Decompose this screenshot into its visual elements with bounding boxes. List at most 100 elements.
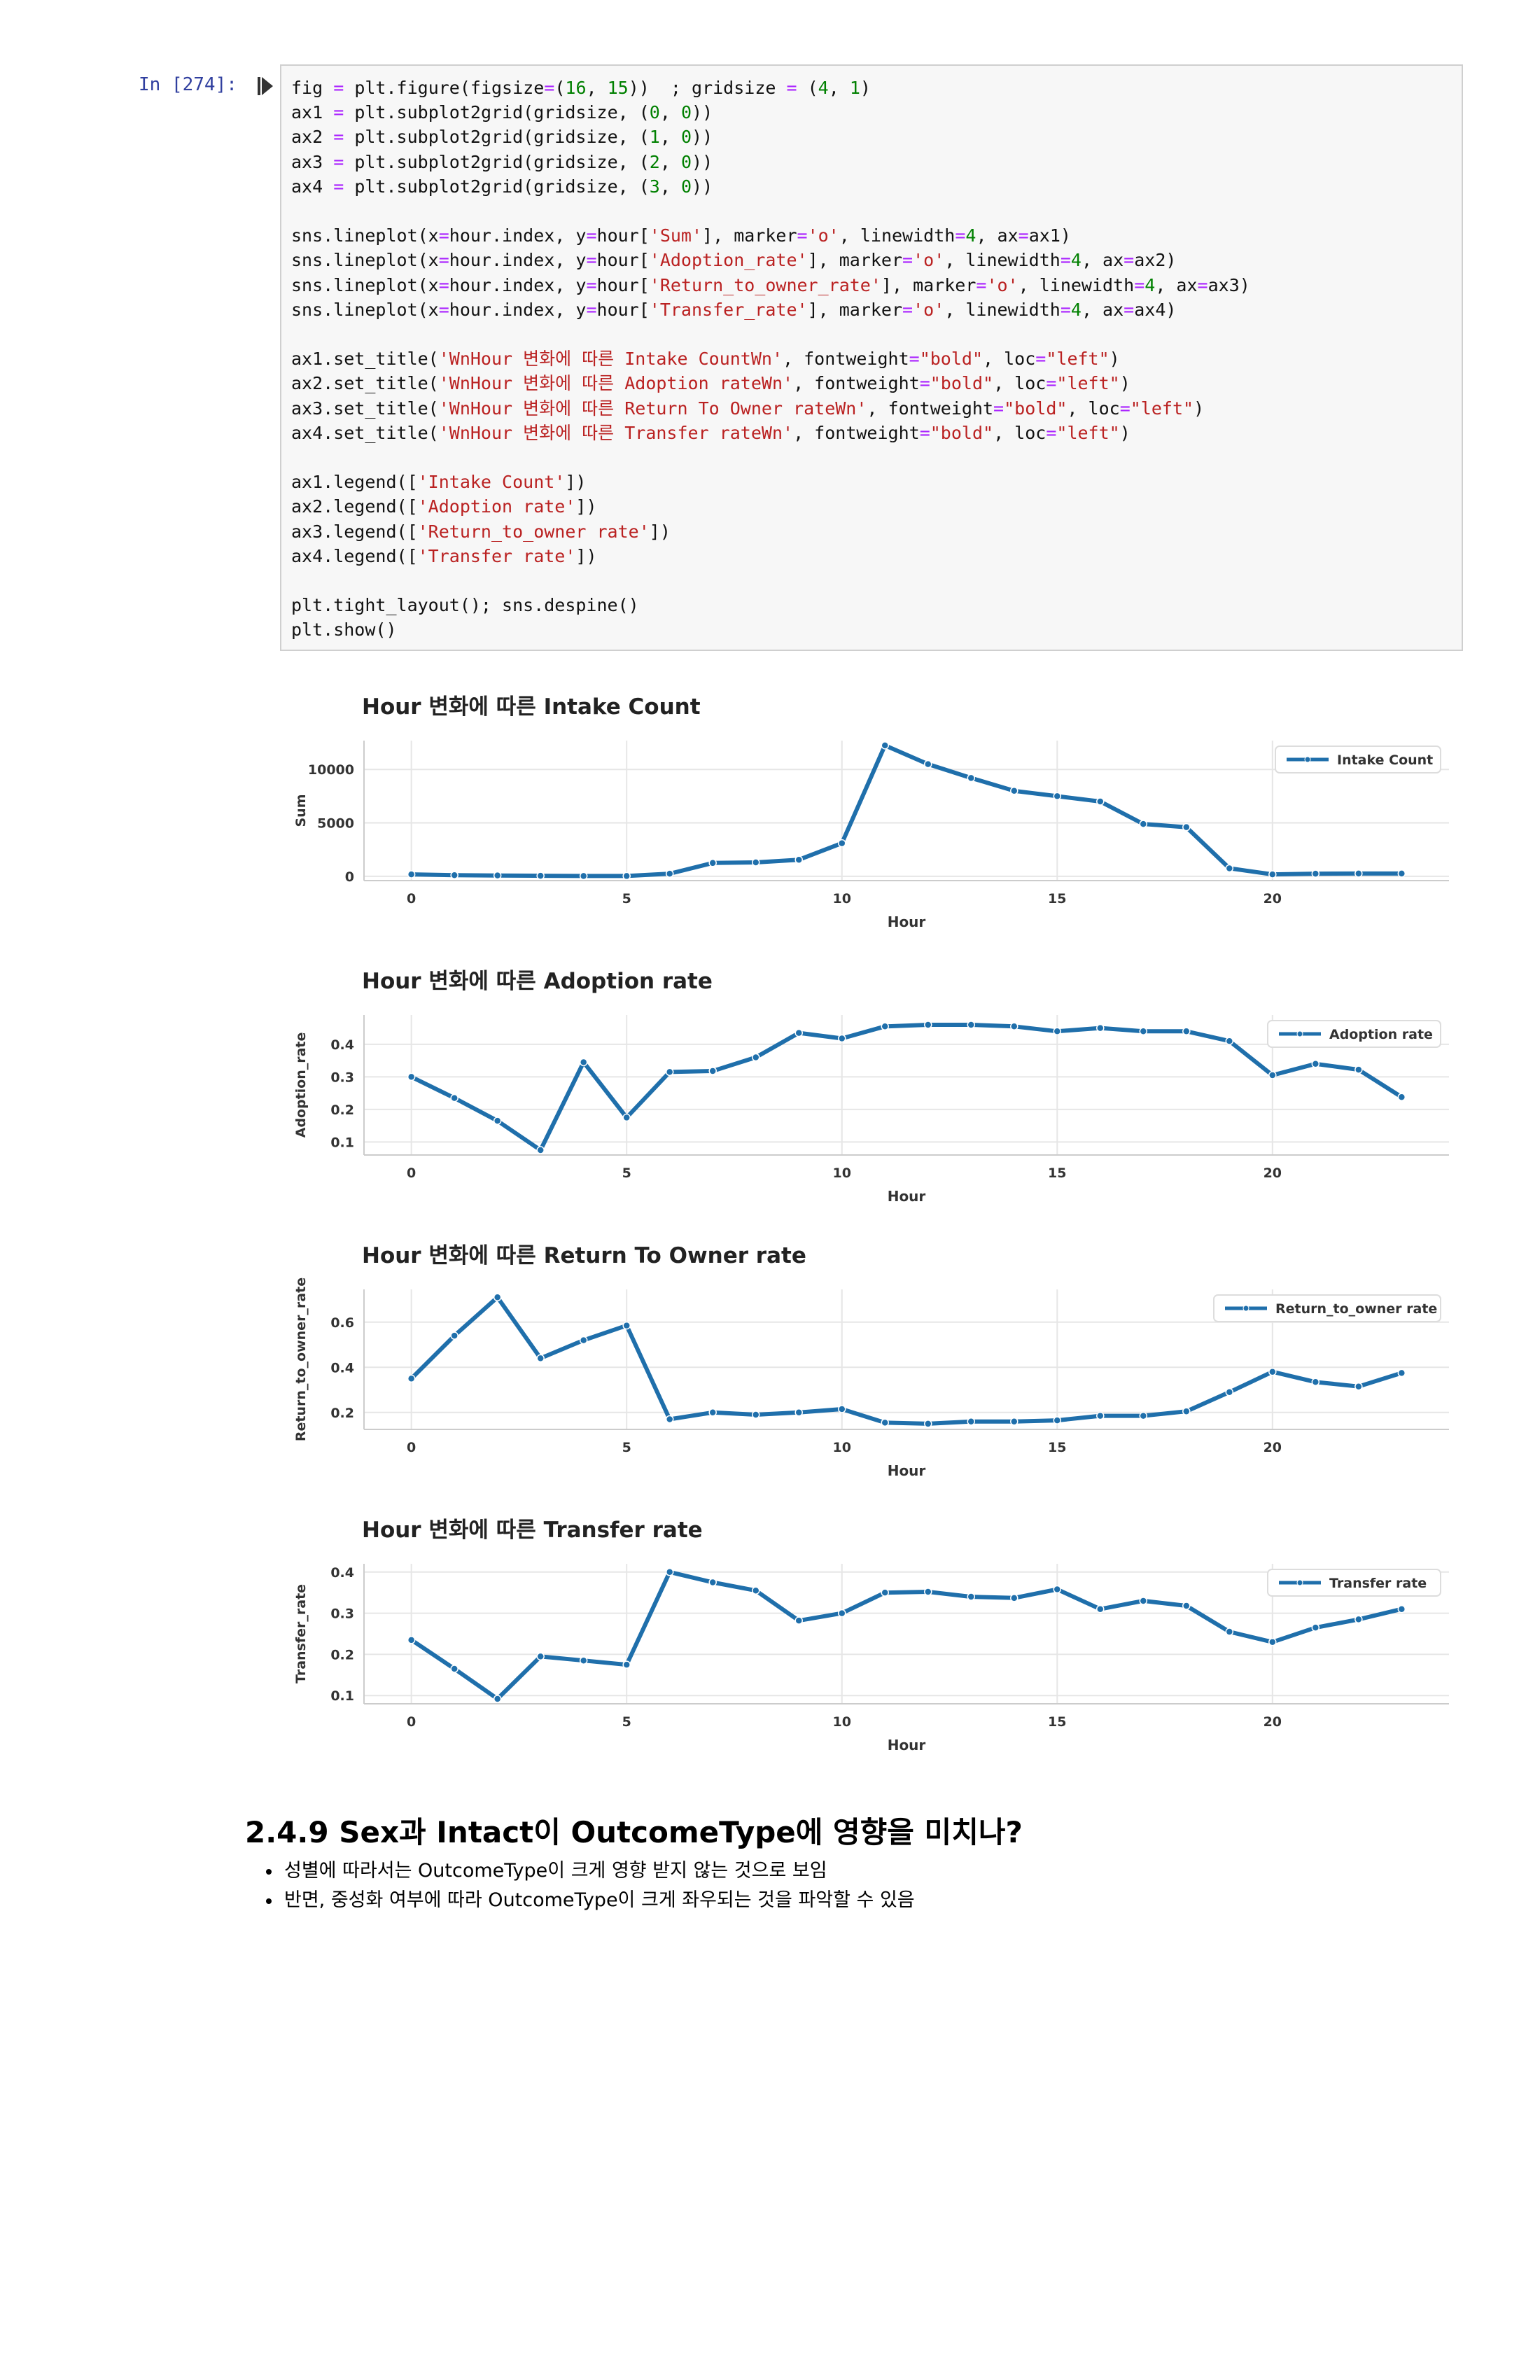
y-axis-label: Transfer_rate bbox=[293, 1584, 309, 1684]
code-token: = bbox=[993, 398, 1004, 419]
data-point bbox=[622, 1660, 631, 1669]
data-point bbox=[1225, 864, 1234, 873]
data-point bbox=[536, 1652, 545, 1661]
code-token: = bbox=[902, 250, 913, 271]
data-point bbox=[967, 1592, 976, 1601]
data-point bbox=[708, 1408, 717, 1417]
data-point bbox=[493, 1695, 502, 1703]
code-token: ax4.set_title( bbox=[291, 422, 439, 443]
code-token: hour[ bbox=[596, 274, 650, 295]
code-token: , bbox=[586, 78, 608, 98]
chart-title-adoption: Hour 변화에 따른 Adoption rate bbox=[362, 969, 713, 994]
code-token: = bbox=[902, 299, 913, 320]
code-token: ax4) bbox=[1134, 299, 1177, 320]
data-point bbox=[1139, 1411, 1148, 1420]
code-token: plt.figure(figsize bbox=[344, 78, 545, 98]
code-token: = bbox=[438, 250, 449, 271]
code-token: , ax bbox=[1081, 250, 1124, 271]
code-token: "bold" bbox=[919, 349, 983, 370]
code-token: , ax bbox=[976, 225, 1018, 246]
code-token: "left" bbox=[1046, 349, 1110, 370]
data-point bbox=[450, 1331, 458, 1340]
code-token: = bbox=[1060, 299, 1071, 320]
x-tick-label: 15 bbox=[1048, 891, 1066, 906]
legend-marker bbox=[1296, 1030, 1303, 1037]
y-tick-label: 0 bbox=[345, 869, 354, 885]
data-point bbox=[1268, 1367, 1277, 1376]
code-token: = bbox=[919, 422, 930, 443]
code-token: = bbox=[1197, 274, 1208, 295]
data-point bbox=[924, 1588, 932, 1596]
data-point bbox=[1182, 1602, 1191, 1610]
code-token: = bbox=[438, 274, 449, 295]
data-point bbox=[450, 871, 458, 879]
code-token: ax2.legend([ bbox=[291, 496, 418, 517]
code-text[interactable]: fig = plt.figure(figsize=(16, 15)) ; gri… bbox=[291, 76, 1250, 643]
intake-count-chart: 0 5 10 15 20 0 5000 10000 Hour Sum Intake Count bbox=[293, 741, 1449, 930]
code-token: , fontweight bbox=[867, 398, 994, 419]
code-token: hour[ bbox=[596, 250, 650, 271]
code-token: "left" bbox=[1056, 373, 1120, 394]
code-token: 'Transfer_rate' bbox=[649, 299, 808, 320]
code-token: plt.subplot2grid(gridsize, ( bbox=[344, 151, 650, 172]
code-token: , ax bbox=[1155, 274, 1198, 295]
code-token: = bbox=[1035, 349, 1046, 370]
data-point bbox=[1182, 822, 1191, 832]
run-cell-icon[interactable] bbox=[258, 77, 273, 95]
code-token: 0 bbox=[680, 176, 692, 197]
code-token: 'Intake Count' bbox=[417, 472, 566, 493]
code-token: ]) bbox=[565, 472, 587, 493]
code-token: , fontweight bbox=[793, 373, 920, 394]
data-point bbox=[1139, 1027, 1148, 1036]
data-point bbox=[407, 1636, 416, 1644]
code-token: ax1 bbox=[291, 102, 334, 123]
code-token: = bbox=[544, 78, 555, 98]
code-token: ax4 bbox=[291, 176, 334, 197]
code-token: , loc bbox=[1067, 398, 1120, 419]
code-token: = bbox=[797, 225, 808, 246]
code-token: , bbox=[659, 176, 681, 197]
data-point bbox=[967, 1417, 976, 1426]
code-token: ax3 bbox=[291, 151, 334, 172]
code-token: , ax bbox=[1081, 299, 1124, 320]
data-point bbox=[493, 871, 502, 880]
data-point bbox=[837, 839, 846, 848]
data-point bbox=[1354, 1065, 1363, 1074]
code-token: "bold" bbox=[1004, 398, 1068, 419]
code-token: hour.index, y bbox=[449, 299, 587, 320]
x-axis-label: Hour bbox=[888, 913, 926, 930]
code-cell[interactable]: fig = plt.figure(figsize=(16, 15)) ; gri… bbox=[280, 64, 1463, 651]
code-token: = bbox=[909, 349, 920, 370]
code-token: sns.lineplot(x bbox=[291, 225, 439, 246]
x-tick-label: 15 bbox=[1048, 1440, 1066, 1455]
x-tick-label: 10 bbox=[833, 891, 851, 906]
data-point bbox=[1311, 869, 1320, 878]
legend-box bbox=[1213, 1294, 1441, 1322]
x-tick-label: 15 bbox=[1048, 1714, 1066, 1730]
x-axis-label: Hour bbox=[888, 1188, 926, 1205]
code-token: = bbox=[1134, 274, 1145, 295]
series-line bbox=[409, 1295, 1404, 1426]
data-point bbox=[967, 1021, 976, 1029]
data-point bbox=[1397, 1604, 1406, 1614]
code-token: 16 bbox=[565, 78, 587, 98]
data-point bbox=[1268, 870, 1277, 878]
code-token: ax1.legend([ bbox=[291, 472, 418, 493]
data-point bbox=[794, 855, 803, 864]
code-token: 4 bbox=[1070, 299, 1082, 320]
code-token: , fontweight bbox=[793, 422, 920, 443]
code-token: 'WnHour 변화에 따른 Return To Owner rateWn' bbox=[438, 398, 867, 419]
code-token: , linewidth bbox=[839, 225, 955, 246]
data-point bbox=[622, 1113, 631, 1122]
code-token: , loc bbox=[983, 349, 1036, 370]
y-tick-label: 0.4 bbox=[330, 1360, 354, 1376]
code-token: 4 bbox=[965, 225, 976, 246]
code-token: = bbox=[586, 274, 597, 295]
y-tick-label: 10000 bbox=[308, 762, 354, 778]
data-point bbox=[1397, 869, 1406, 878]
code-token: 'Sum' bbox=[649, 225, 703, 246]
data-point bbox=[924, 1420, 932, 1428]
code-token: 4 bbox=[1070, 250, 1082, 271]
data-point bbox=[450, 1665, 458, 1673]
data-point bbox=[1053, 1416, 1062, 1424]
